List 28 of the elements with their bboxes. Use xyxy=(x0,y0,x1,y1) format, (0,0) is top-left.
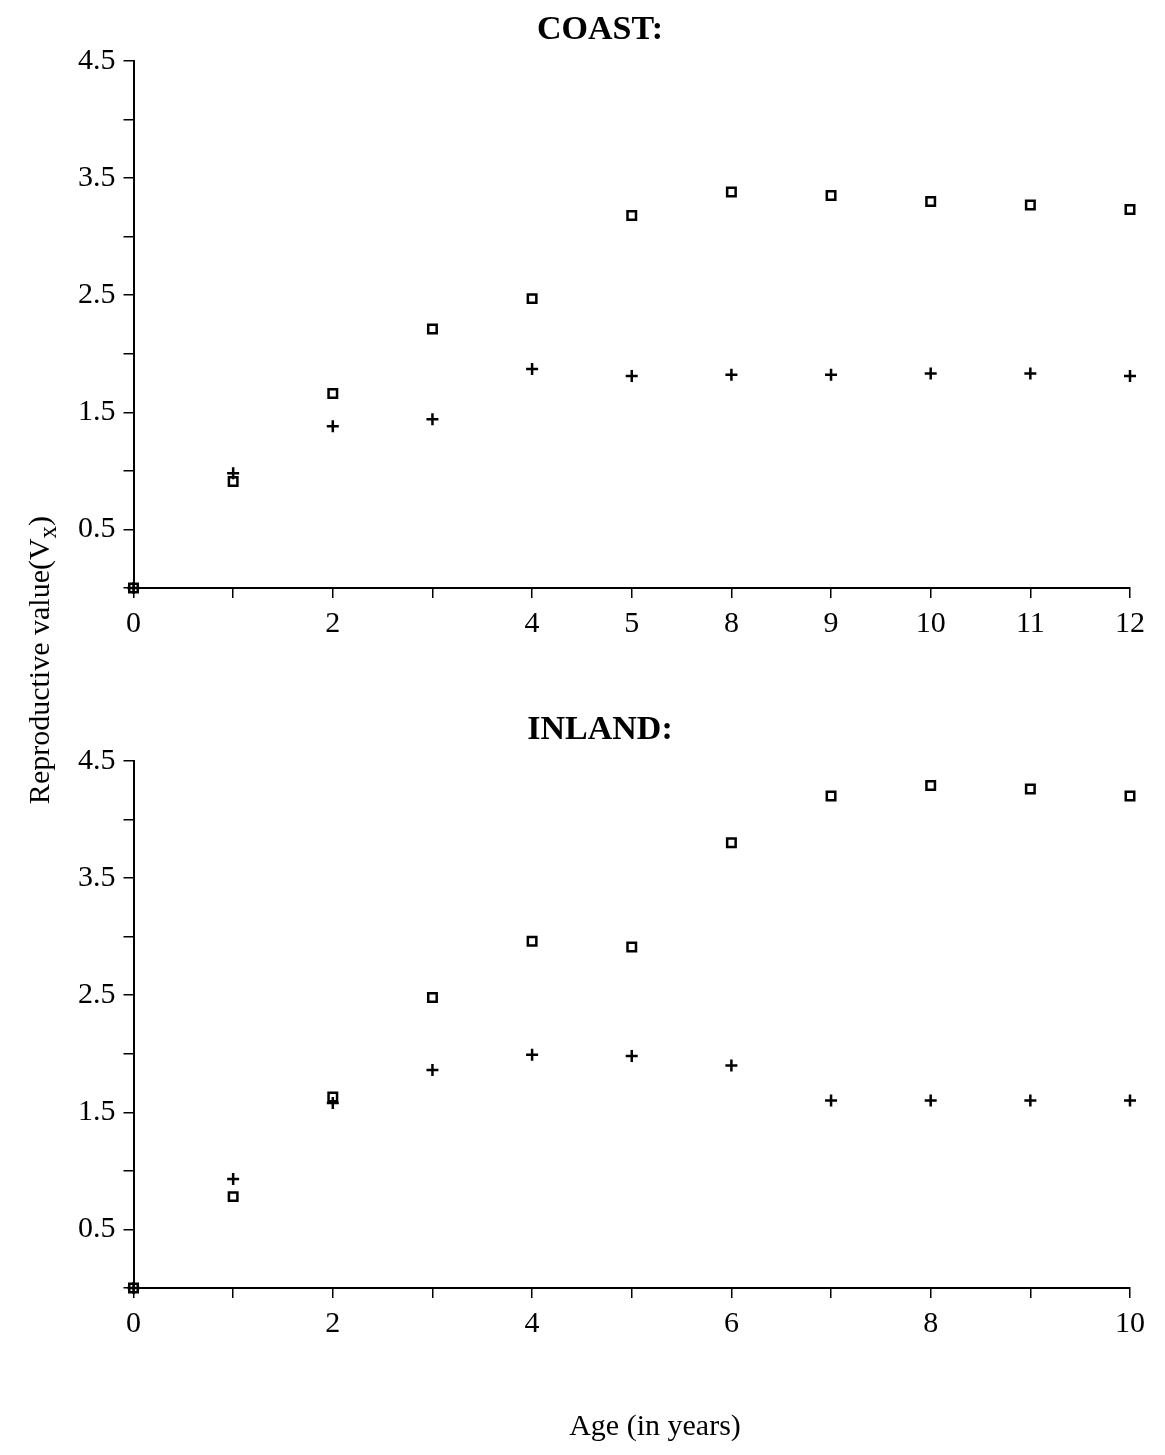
y-tick-label: 4.5 xyxy=(78,41,116,75)
y-tick-label: 3.5 xyxy=(78,858,116,892)
x-tick-label: 9 xyxy=(823,604,839,638)
y-tick-label: 1.5 xyxy=(78,393,116,427)
x-tick-label: 11 xyxy=(1015,604,1045,638)
x-tick-label: 8 xyxy=(723,604,739,638)
y-tick-label: 1.5 xyxy=(78,1093,116,1127)
x-axis-title: Age (in years) xyxy=(569,1408,741,1442)
y-tick-label: 3.5 xyxy=(78,158,116,192)
y-tick-label: 4.5 xyxy=(78,741,116,775)
chart-title: INLAND: xyxy=(527,709,673,747)
x-tick-label: 2 xyxy=(325,1304,341,1338)
y-tick-label: 2.5 xyxy=(78,275,116,309)
x-tick-label: 5 xyxy=(624,604,640,638)
y-tick-label: 0.5 xyxy=(78,510,116,544)
x-tick-label: 0 xyxy=(126,1304,141,1338)
x-tick-label: 10 xyxy=(1115,1304,1145,1338)
x-tick-label: 4 xyxy=(524,604,540,638)
x-tick-label: 6 xyxy=(723,1304,739,1338)
x-tick-label: 0 xyxy=(126,604,141,638)
x-tick-label: 10 xyxy=(915,604,946,638)
x-tick-label: 2 xyxy=(325,604,341,638)
x-tick-label: 8 xyxy=(923,1304,939,1338)
x-tick-label: 4 xyxy=(524,1304,540,1338)
x-tick-label: 12 xyxy=(1115,604,1145,638)
y-tick-label: 2.5 xyxy=(78,975,116,1009)
chart-title: COAST: xyxy=(537,9,663,47)
y-tick-label: 0.5 xyxy=(78,1210,116,1244)
